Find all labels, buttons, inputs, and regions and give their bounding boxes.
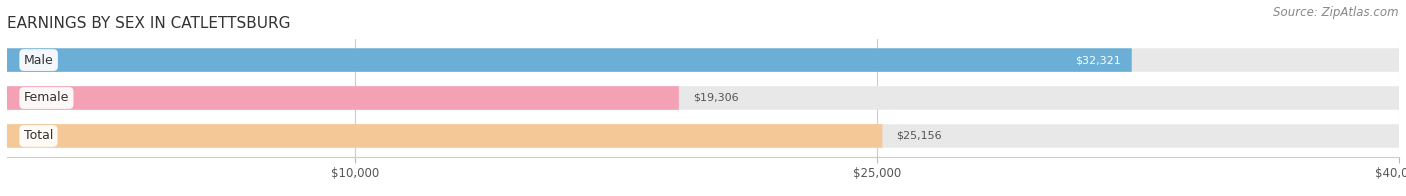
Text: $19,306: $19,306 xyxy=(693,93,738,103)
Text: Female: Female xyxy=(24,92,69,104)
FancyBboxPatch shape xyxy=(7,86,679,110)
Text: Total: Total xyxy=(24,129,53,142)
Text: EARNINGS BY SEX IN CATLETTSBURG: EARNINGS BY SEX IN CATLETTSBURG xyxy=(7,16,291,31)
Text: $32,321: $32,321 xyxy=(1076,55,1122,65)
FancyBboxPatch shape xyxy=(7,48,1132,72)
FancyBboxPatch shape xyxy=(7,86,1399,110)
Text: Source: ZipAtlas.com: Source: ZipAtlas.com xyxy=(1274,6,1399,19)
FancyBboxPatch shape xyxy=(7,124,883,148)
FancyBboxPatch shape xyxy=(7,48,1399,72)
Text: $25,156: $25,156 xyxy=(897,131,942,141)
Text: Male: Male xyxy=(24,54,53,67)
FancyBboxPatch shape xyxy=(7,124,1399,148)
